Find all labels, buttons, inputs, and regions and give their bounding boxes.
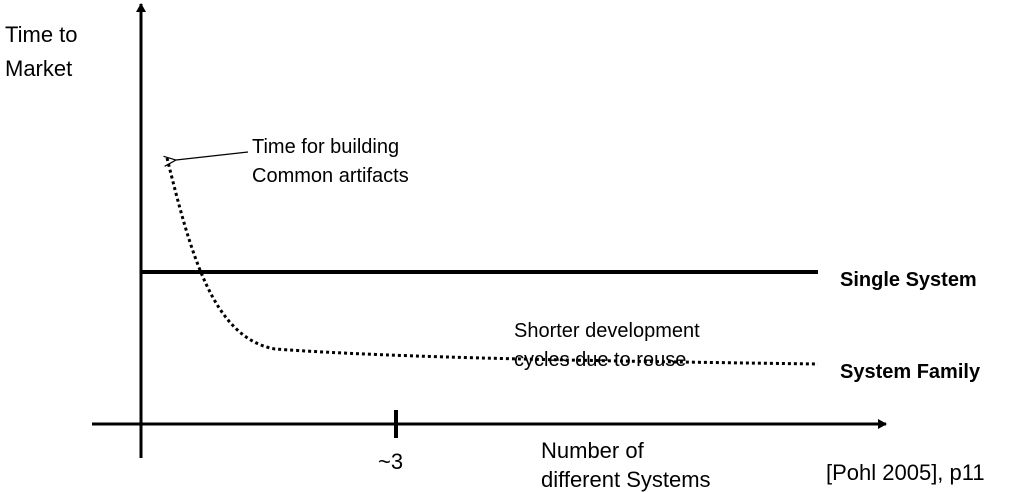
- annotation-reuse-line1: Shorter development: [514, 320, 700, 342]
- annotation-common-line2: Common artifacts: [252, 165, 409, 187]
- x-axis-label-line1: Number of: [541, 438, 645, 463]
- y-axis-label-line1: Time to: [5, 22, 78, 47]
- annotation-common-line1: Time for building: [252, 136, 399, 158]
- system-family-label: System Family: [840, 361, 981, 383]
- x-axis-label-line2: different Systems: [541, 467, 711, 492]
- single-system-label: Single System: [840, 269, 977, 291]
- x-axis-tick-label: ~3: [378, 449, 403, 474]
- annotation-arrow: [176, 151, 249, 160]
- y-axis-label-line2: Market: [5, 56, 72, 81]
- system-family-curve: [165, 157, 819, 366]
- annotation-reuse-line2: cycles due to reuse: [514, 349, 686, 371]
- citation: [Pohl 2005], p11: [826, 460, 985, 485]
